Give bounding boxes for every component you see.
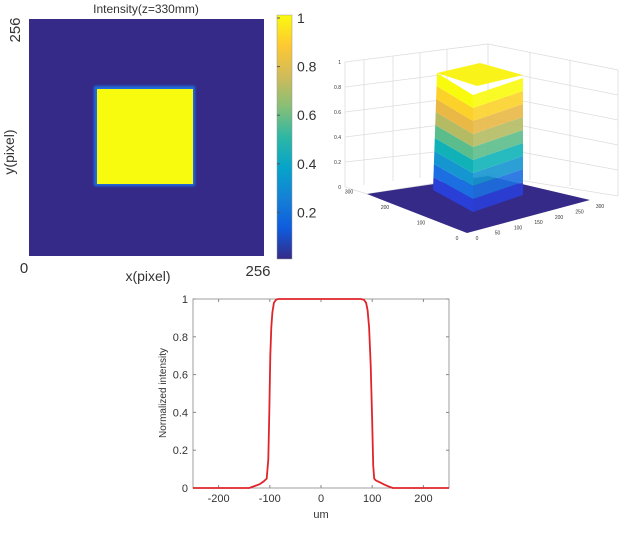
- surface-x-tick-label: 50: [495, 231, 501, 237]
- surface-z-tick-label: 0.8: [334, 85, 341, 91]
- surface-x-tick-label: 300: [596, 204, 605, 210]
- colorbar-tick-label: 0.6: [297, 107, 317, 123]
- surface-z-tick-label: 0.4: [334, 135, 341, 141]
- surface-band-left: [436, 86, 473, 121]
- colorbar-tick-label: 0.8: [297, 59, 317, 75]
- surface-panel: 0 0.2 0.4 0.6 0.8 1 0 50 100 150 200 250 300 0 100 200 3…: [334, 43, 619, 242]
- surface-x-tick-label: 200: [555, 215, 564, 221]
- profile-x-tick-label: -100: [259, 493, 281, 505]
- surface-band-left: [435, 112, 473, 147]
- surface-band-left: [434, 125, 473, 160]
- profile-x-tick-label: 100: [363, 493, 381, 505]
- colorbar: [276, 14, 293, 260]
- heatmap-ylabel: y(pixel): [1, 129, 17, 174]
- surface-z-tick-label: 0.6: [334, 110, 341, 116]
- surface-band-right: [473, 169, 523, 199]
- profile-y-tick-label: 0.4: [173, 407, 188, 419]
- heatmap-title: Intensity(z=330mm): [93, 2, 199, 16]
- surface-y-tick-label: 0: [456, 236, 459, 242]
- surface-band-right: [473, 91, 523, 121]
- heatmap-x-tick-256: 256: [245, 263, 270, 280]
- surface-x-tick-label: 0: [476, 236, 479, 242]
- profile-line: [193, 298, 449, 489]
- surface-band-right: [473, 156, 523, 186]
- colorbar-tick-label: 1: [297, 10, 305, 26]
- surface-band-left: [433, 164, 473, 199]
- heatmap-xlabel: x(pixel): [125, 268, 170, 284]
- surface-x-tick-label: 100: [514, 225, 523, 231]
- surface-band-right: [473, 182, 523, 212]
- surface-ticks: 0 0.2 0.4 0.6 0.8 1 0 50 100 150 200 250 300 0 100 200 3…: [334, 60, 604, 242]
- profile-xlabel: um: [313, 509, 328, 521]
- heatmap-x-tick-0: 0: [20, 260, 28, 277]
- colorbar-tick-label: 0.2: [297, 204, 317, 220]
- surface-band-right: [473, 78, 523, 108]
- profile-x-tick-label: 200: [414, 493, 432, 505]
- heatmap-flat-top-square: [97, 89, 193, 184]
- surface-y-tick-label: 100: [417, 221, 426, 227]
- profile-ylabel: Normalized intensity: [158, 348, 169, 438]
- colorbar-tick-label: 0.4: [297, 156, 317, 172]
- profile-x-tick-label: -200: [208, 493, 230, 505]
- surface-z-tick-label: 0: [338, 185, 341, 191]
- profile-ticks: -200 -100 0 100 200 0 0.2 0.4 0.6 0.8 1: [173, 294, 449, 505]
- surface-band-left: [435, 99, 473, 134]
- profile-y-tick-label: 0.2: [173, 445, 188, 457]
- surface-band-right: [473, 117, 523, 147]
- heatmap-y-tick-256: 256: [7, 17, 24, 42]
- surface-band-left: [434, 138, 473, 173]
- surface-x-tick-label: 150: [534, 220, 543, 226]
- surface-top: [437, 63, 523, 86]
- surface-z-tick-label: 0.2: [334, 160, 341, 166]
- profile-y-tick-label: 0.6: [173, 370, 188, 382]
- surface-y-tick-label: 300: [345, 190, 354, 196]
- surface-x-tick-label: 250: [575, 210, 584, 216]
- surface-pillar: [433, 63, 523, 212]
- profile-y-tick-label: 1: [182, 294, 188, 306]
- profile-panel: -200 -100 0 100 200 0 0.2 0.4 0.6 0.8 1 um Normali…: [158, 294, 450, 521]
- colorbar-ticks: 1 0.8 0.6 0.4 0.2: [277, 10, 317, 220]
- surface-band-left: [433, 177, 473, 212]
- surface-band-left: [436, 73, 473, 108]
- profile-y-tick-label: 0: [182, 483, 188, 495]
- surface-band-right: [473, 130, 523, 160]
- surface-band-left: [433, 151, 473, 186]
- surface-y-tick-label: 200: [381, 205, 390, 211]
- profile-x-tick-label: 0: [318, 493, 324, 505]
- surface-band-right: [473, 104, 523, 134]
- surface-z-tick-label: 1: [338, 60, 341, 66]
- profile-axes-box: [192, 298, 450, 489]
- heatmap-panel: Intensity(z=330mm) 256 0 256 x(pixel) y(…: [1, 2, 317, 284]
- surface-band-right: [473, 143, 523, 173]
- profile-y-tick-label: 0.8: [173, 332, 188, 344]
